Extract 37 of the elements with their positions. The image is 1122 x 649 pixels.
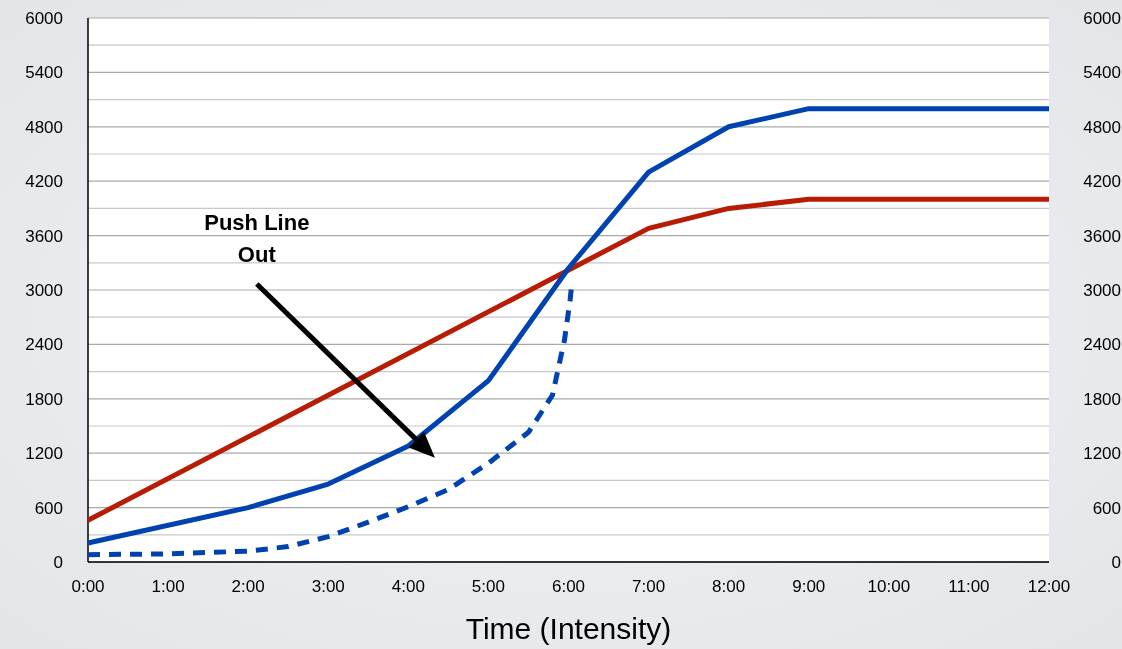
x-tick-label: 2:00 xyxy=(231,577,265,596)
x-tick-label: 9:00 xyxy=(792,577,826,596)
y2-tick-label: 5400 xyxy=(1083,63,1121,83)
x-axis-title: Time (Intensity) xyxy=(465,612,672,645)
y2-tick-label: 3600 xyxy=(1083,226,1121,246)
x-tick-label: 10:00 xyxy=(867,577,911,596)
y-tick-label: 5400 xyxy=(25,63,63,83)
x-tick-label: 5:00 xyxy=(471,577,505,596)
y2-tick-label: 600 xyxy=(1092,498,1121,518)
y-tick-label: 2400 xyxy=(25,335,63,355)
y-tick-label: 600 xyxy=(34,498,63,518)
x-tick-label: 6:00 xyxy=(551,577,586,596)
y2-tick-label: 1800 xyxy=(1083,389,1121,409)
y-tick-label: 4200 xyxy=(25,172,63,192)
x-tick-label: 11:00 xyxy=(948,577,990,596)
y2-tick-label: 0 xyxy=(1111,552,1121,572)
y-tick-label: 1800 xyxy=(25,389,63,409)
x-tick-label: 4:00 xyxy=(391,577,425,596)
y2-tick-label: 4800 xyxy=(1083,117,1121,137)
x-tick-label: 7:00 xyxy=(632,577,666,596)
x-tick-label: 12:00 xyxy=(1027,577,1071,596)
y2-tick-label: 3000 xyxy=(1083,280,1121,300)
y-tick-label: 1200 xyxy=(25,444,63,464)
y-tick-label: 4800 xyxy=(25,117,63,137)
annotation: Push Line Out xyxy=(204,210,310,268)
y2-tick-label: 6000 xyxy=(1083,8,1121,28)
y-tick-label: 3600 xyxy=(25,226,63,246)
x-tick-label: 0:00 xyxy=(71,577,105,596)
y2-tick-label: 1200 xyxy=(1083,444,1121,464)
y-tick-label: 0 xyxy=(53,552,63,572)
y-tick-label: 6000 xyxy=(25,8,63,28)
x-tick-label: 8:00 xyxy=(712,577,746,596)
x-tick-label: 1:00 xyxy=(151,577,185,596)
y-tick-label: 3000 xyxy=(25,280,63,300)
y2-tick-label: 2400 xyxy=(1083,335,1121,355)
y2-tick-label: 4200 xyxy=(1083,172,1121,192)
x-tick-label: 3:00 xyxy=(311,577,345,596)
